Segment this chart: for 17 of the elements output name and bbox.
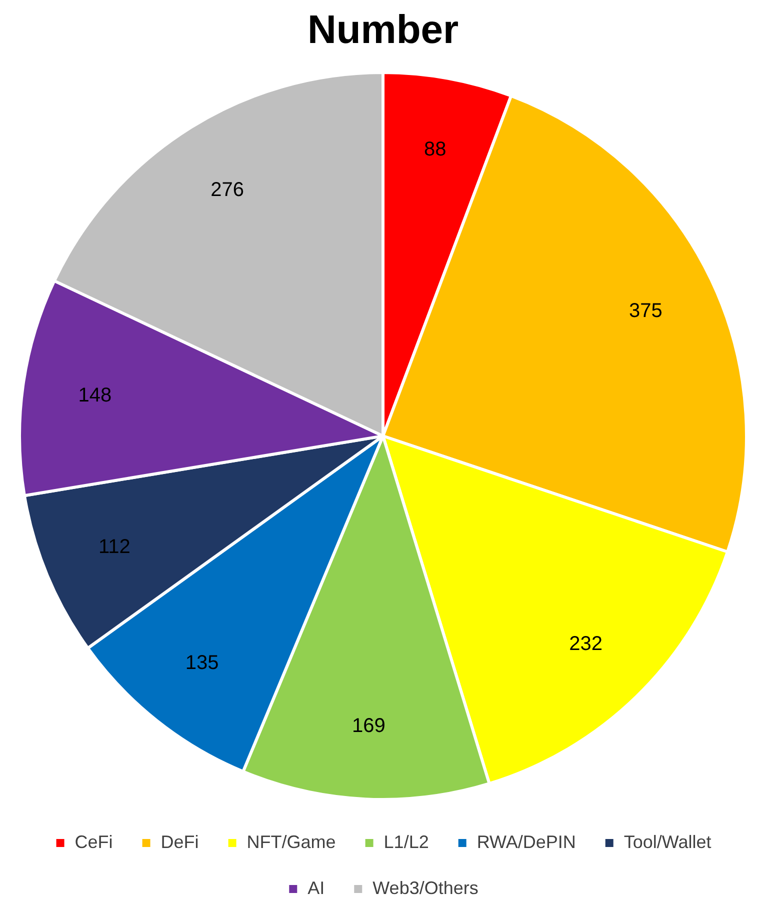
legend-label: L1/L2	[384, 832, 429, 852]
data-label: 148	[78, 384, 112, 406]
legend-label: NFT/Game	[246, 832, 336, 852]
legend-label: CeFi	[74, 832, 113, 852]
data-label: 135	[185, 652, 219, 674]
data-label: 169	[352, 714, 386, 737]
data-label: 232	[569, 632, 602, 655]
legend-label: RWA/DePIN	[476, 832, 576, 852]
data-label: 112	[98, 536, 130, 558]
data-label: 276	[210, 178, 244, 201]
data-label: 88	[424, 138, 446, 160]
legend-label: DeFi	[160, 832, 199, 852]
chart-title: Number	[307, 8, 459, 52]
legend-label: Tool/Wallet	[624, 832, 712, 852]
legend-label: AI	[308, 878, 325, 898]
data-label: 375	[629, 300, 662, 322]
legend-label: Web3/Others	[372, 878, 478, 898]
